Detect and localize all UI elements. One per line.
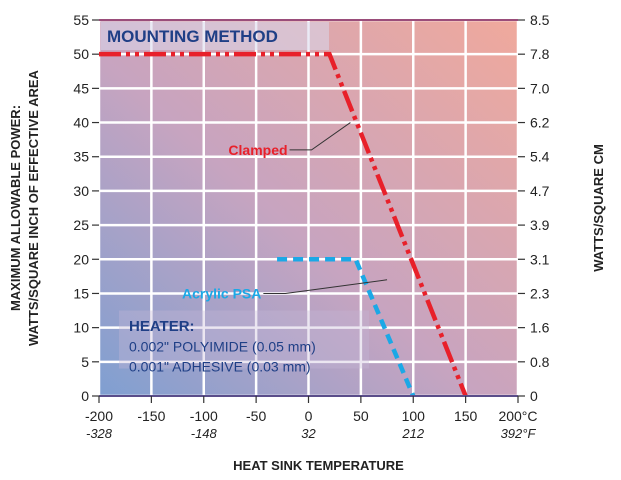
y-tick-label-right: 0 (530, 388, 538, 404)
y-tick-label-right: 6.2 (530, 115, 550, 131)
series-label: Acrylic PSA (182, 285, 261, 301)
tick-labels: 0 5 10 15 20 25 30 35 40 45 50 55 0 0.8 1.6 2.3 3.1 3.9 4.… (73, 12, 549, 441)
y-tick-label-right: 3.9 (530, 217, 550, 233)
y-tick-label-right: 4.7 (530, 183, 550, 199)
y-tick-label-left: 10 (73, 320, 89, 336)
x-tick-label-fahrenheit: 212 (401, 426, 424, 441)
data-marks: Clamped Acrylic PSA (98, 51, 468, 397)
y-tick-label-left: 55 (73, 12, 89, 28)
y-tick-label-right: 8.5 (530, 12, 550, 28)
x-axis-title: HEAT SINK TEMPERATURE (233, 458, 404, 473)
annotation-box (119, 310, 369, 369)
y-tick-label-left: 45 (73, 80, 89, 96)
title-box (101, 22, 329, 50)
x-tick-label-celsius: 0 (305, 408, 313, 424)
y-tick-label-right: 3.1 (530, 251, 550, 267)
y-axis-title-right: WATTS/SQUARE CM (591, 144, 606, 272)
x-tick-label-celsius: -150 (137, 408, 165, 424)
heater-annotation: HEATER: 0.002" POLYIMIDE (0.05 mm) 0.001… (129, 318, 316, 374)
x-tick-label-celsius: 200°C (498, 408, 537, 424)
y-tick-label-left: 5 (81, 354, 89, 370)
x-tick-label-celsius: -200 (85, 408, 113, 424)
x-tick-label-fahrenheit: -148 (191, 426, 218, 441)
y-tick-label-right: 5.4 (530, 149, 550, 165)
y-tick-label-left: 30 (73, 183, 89, 199)
x-tick-label-celsius: 100 (402, 408, 426, 424)
y-tick-label-right: 2.3 (530, 285, 550, 301)
y-tick-label-left: 0 (81, 388, 89, 404)
leader-line (263, 279, 388, 294)
series-label: Clamped (228, 142, 287, 158)
y-tick-label-right: 7.0 (530, 80, 550, 96)
x-tick-label-celsius: 50 (353, 408, 369, 424)
heater-title: HEATER: (129, 318, 195, 335)
y-tick-label-right: 7.8 (530, 46, 550, 62)
series-line-acrylic-psa (277, 257, 416, 397)
x-tick-label-fahrenheit: 392°F (501, 426, 537, 441)
y-tick-label-left: 50 (73, 46, 89, 62)
chart-title: MOUNTING METHOD (107, 27, 278, 46)
y-tick-label-left: 35 (73, 149, 89, 165)
y-tick-label-left: 15 (73, 285, 89, 301)
heater-line: 0.002" POLYIMIDE (0.05 mm) (129, 339, 316, 355)
y-tick-label-right: 1.6 (530, 320, 550, 336)
x-tick-label-celsius: -50 (246, 408, 266, 424)
heater-line: 0.001" ADHESIVE (0.03 mm) (129, 358, 311, 374)
y-tick-label-left: 25 (73, 217, 89, 233)
x-tick-label-fahrenheit: 32 (301, 426, 316, 441)
x-tick-label-celsius: 150 (454, 408, 478, 424)
y-tick-label-left: 20 (73, 251, 89, 267)
x-tick-label-fahrenheit: -328 (86, 426, 113, 441)
x-tick-label-celsius: -100 (190, 408, 218, 424)
y-tick-label-right: 0.8 (530, 354, 550, 370)
y-axis-title-left: MAXIMUM ALLOWABLE POWER: (8, 105, 23, 311)
y-axis-title-left: WATTS/SQUARE INCH OF EFFECTIVE AREA (26, 69, 41, 346)
leader-line (289, 122, 351, 151)
y-tick-label-left: 40 (73, 115, 89, 131)
